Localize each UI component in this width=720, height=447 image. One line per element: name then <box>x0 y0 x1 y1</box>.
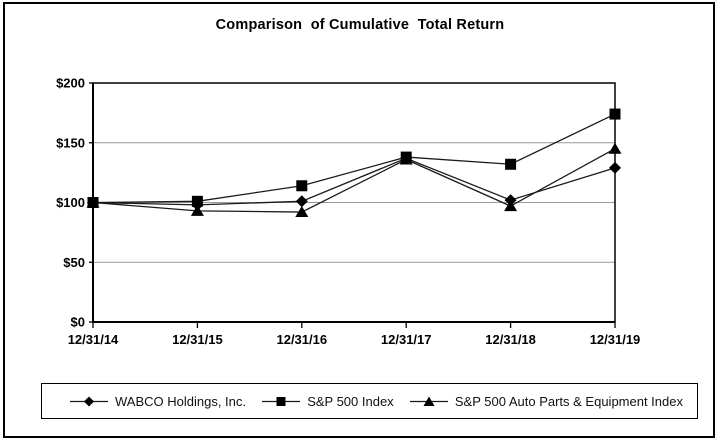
chart-title: Comparison of Cumulative Total Return <box>215 17 505 33</box>
y-tick-label: $200 <box>56 76 85 91</box>
legend-label-sp500: S&P 500 Index <box>307 393 394 409</box>
marker-triangle <box>608 142 622 154</box>
legend-item-wabco: WABCO Holdings, Inc. <box>70 394 246 409</box>
x-tick-label: 12/31/16 <box>276 332 327 347</box>
legend-label-wabco: WABCO Holdings, Inc. <box>115 393 247 409</box>
series-line-0 <box>92 157 616 206</box>
x-tick-label: 12/31/18 <box>485 332 536 347</box>
marker-triangle <box>295 206 309 218</box>
x-tick-label: 12/31/19 <box>590 332 641 347</box>
marker-square <box>87 197 99 208</box>
marker-diamond <box>295 195 308 208</box>
marker-square <box>296 180 308 192</box>
marker-diamond <box>504 194 517 207</box>
y-tick-label: $0 <box>71 315 85 330</box>
y-tick-label: $150 <box>56 135 85 150</box>
series-line-1 <box>92 113 616 204</box>
marker-square <box>400 151 412 163</box>
x-tick-label: 12/31/14 <box>68 332 119 347</box>
x-tick-label: 12/31/15 <box>172 332 223 347</box>
legend-item-sp500: S&P 500 Index <box>262 394 394 409</box>
plot-area: $0 $50 $100 $150 $200 12/31/14 12/31/15 12/31/1… <box>56 76 641 348</box>
marker-square <box>609 108 621 120</box>
marker-square <box>505 158 517 170</box>
diamond-series-icon <box>70 396 108 406</box>
legend: WABCO Holdings, Inc. S&P 500 Index S&P 5… <box>41 383 698 419</box>
y-tick-label: $50 <box>63 255 85 270</box>
series-line-2 <box>92 148 616 213</box>
marker-diamond <box>609 161 621 174</box>
marker-square <box>191 195 203 207</box>
x-tick-label: 12/31/17 <box>381 332 432 347</box>
triangle-series-icon <box>409 396 448 406</box>
y-tick-label: $100 <box>56 195 85 210</box>
legend-item-autoparts: S&P 500 Auto Parts & Equipment Index <box>409 393 683 409</box>
figure-frame <box>3 2 715 438</box>
square-series-icon <box>262 396 301 406</box>
legend-label-autoparts: S&P 500 Auto Parts & Equipment Index <box>454 393 683 409</box>
